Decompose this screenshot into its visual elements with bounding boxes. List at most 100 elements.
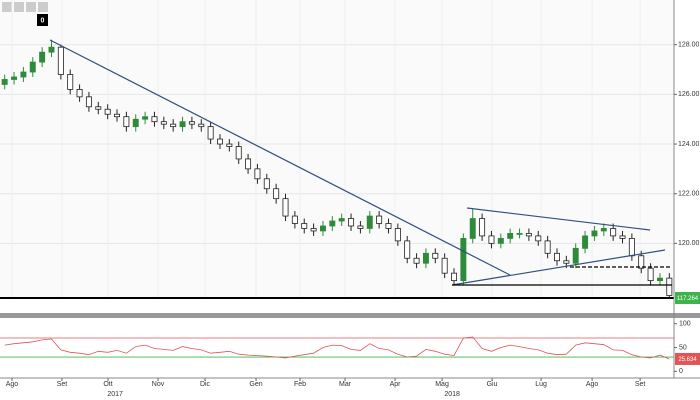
candle-body — [263, 178, 270, 190]
x-tick-label: Ago — [6, 381, 19, 388]
candle-body — [67, 74, 74, 90]
year-label: 2018 — [444, 391, 460, 398]
x-tick-label: Ott — [103, 381, 112, 388]
candle-body — [638, 255, 645, 269]
candle-body — [95, 106, 102, 110]
candle-body — [170, 123, 177, 128]
rsi-tag-box — [675, 352, 700, 365]
candle-body — [76, 89, 83, 98]
candle-body — [525, 233, 532, 237]
grid — [0, 0, 674, 298]
candle-body — [282, 198, 289, 217]
tool-button[interactable] — [26, 2, 36, 12]
candle-body — [348, 218, 355, 227]
y-tick-label: 120.00 — [678, 240, 700, 247]
candle-body — [123, 116, 130, 128]
candle-body — [469, 218, 476, 239]
candle-body — [628, 237, 635, 257]
candle-body — [554, 252, 560, 262]
candle-body — [291, 215, 298, 224]
tool-button[interactable] — [2, 2, 12, 12]
trend-line — [49, 39, 511, 276]
price-panel — [0, 0, 674, 298]
candle-body — [404, 240, 411, 259]
candle-body — [132, 118, 139, 128]
candle-body — [600, 228, 607, 232]
candle-body — [1, 79, 8, 85]
candle-body — [226, 143, 233, 147]
candle-body — [319, 225, 326, 232]
candle-body — [29, 61, 36, 73]
x-tick-label: Ago — [586, 381, 599, 388]
drawings — [49, 39, 672, 286]
x-tick-label: Mag — [435, 381, 449, 388]
price-tag: 117.264 — [677, 296, 699, 302]
candle-body — [582, 235, 589, 249]
trend-line — [451, 249, 666, 286]
x-tick-label: Set — [635, 381, 646, 388]
candle-body — [48, 46, 55, 53]
panel-separator — [0, 313, 700, 318]
candle-body — [301, 223, 308, 229]
candle-body — [20, 71, 27, 78]
tool-button[interactable] — [14, 2, 24, 12]
candle-body — [432, 252, 439, 259]
rsi-tag: 25.634 — [678, 357, 697, 363]
candle-body — [619, 235, 626, 239]
candle-body — [413, 257, 420, 264]
x-tick-label: Feb — [294, 381, 306, 388]
candles — [1, 39, 673, 298]
x-tick-label: Lug — [535, 381, 547, 388]
x-tick-label: Apr — [390, 381, 402, 388]
candle-body — [507, 233, 514, 239]
candle-body — [610, 228, 617, 237]
candle-body — [666, 277, 673, 296]
candle-body — [254, 168, 261, 180]
candle-body — [563, 260, 570, 264]
candle-body — [273, 188, 280, 200]
candle-body — [451, 272, 457, 282]
candle-body — [394, 228, 401, 242]
candle-body — [647, 267, 654, 282]
candle-body — [497, 237, 504, 244]
y-tick-label: 126.00 — [678, 91, 700, 98]
candle-body — [357, 225, 364, 229]
candle-body — [207, 126, 214, 140]
candle-body — [198, 123, 205, 128]
candle-body — [479, 218, 486, 237]
rsi-line — [4, 336, 670, 360]
candle-body — [39, 51, 46, 63]
candle-body — [376, 215, 383, 224]
candle-body — [151, 116, 158, 123]
tool-button[interactable] — [38, 2, 48, 12]
candle-body — [57, 46, 64, 75]
x-tick-label: Gen — [249, 381, 262, 388]
rsi-tick-label: 100 — [679, 321, 691, 328]
candle-body — [422, 252, 429, 264]
candle-body — [245, 158, 252, 170]
candle-body — [460, 237, 467, 282]
x-tick-label: Mar — [339, 381, 352, 388]
year-label: 2017 — [107, 391, 123, 398]
candle-body — [142, 116, 149, 120]
candle-body — [160, 121, 167, 125]
y-tick-label: 128.00 — [678, 42, 700, 49]
candle-body — [656, 277, 663, 282]
x-tick-label: Nov — [152, 381, 165, 388]
badge-box — [37, 14, 48, 26]
candle-body — [338, 218, 345, 222]
toolbar: 0 — [2, 2, 48, 26]
candle-body — [544, 240, 551, 254]
candle-body — [516, 233, 523, 235]
x-tick-label: Set — [57, 381, 68, 388]
candle-body — [11, 76, 18, 80]
candle-body — [591, 230, 598, 237]
x-tick-label: Giu — [487, 381, 498, 388]
rsi-tick-label: 50 — [679, 344, 687, 351]
badge: 0 — [41, 17, 45, 24]
y-tick-label: 124.00 — [678, 141, 700, 148]
candle-body — [366, 215, 373, 229]
candle-body — [235, 146, 242, 160]
candle-body — [114, 113, 120, 118]
